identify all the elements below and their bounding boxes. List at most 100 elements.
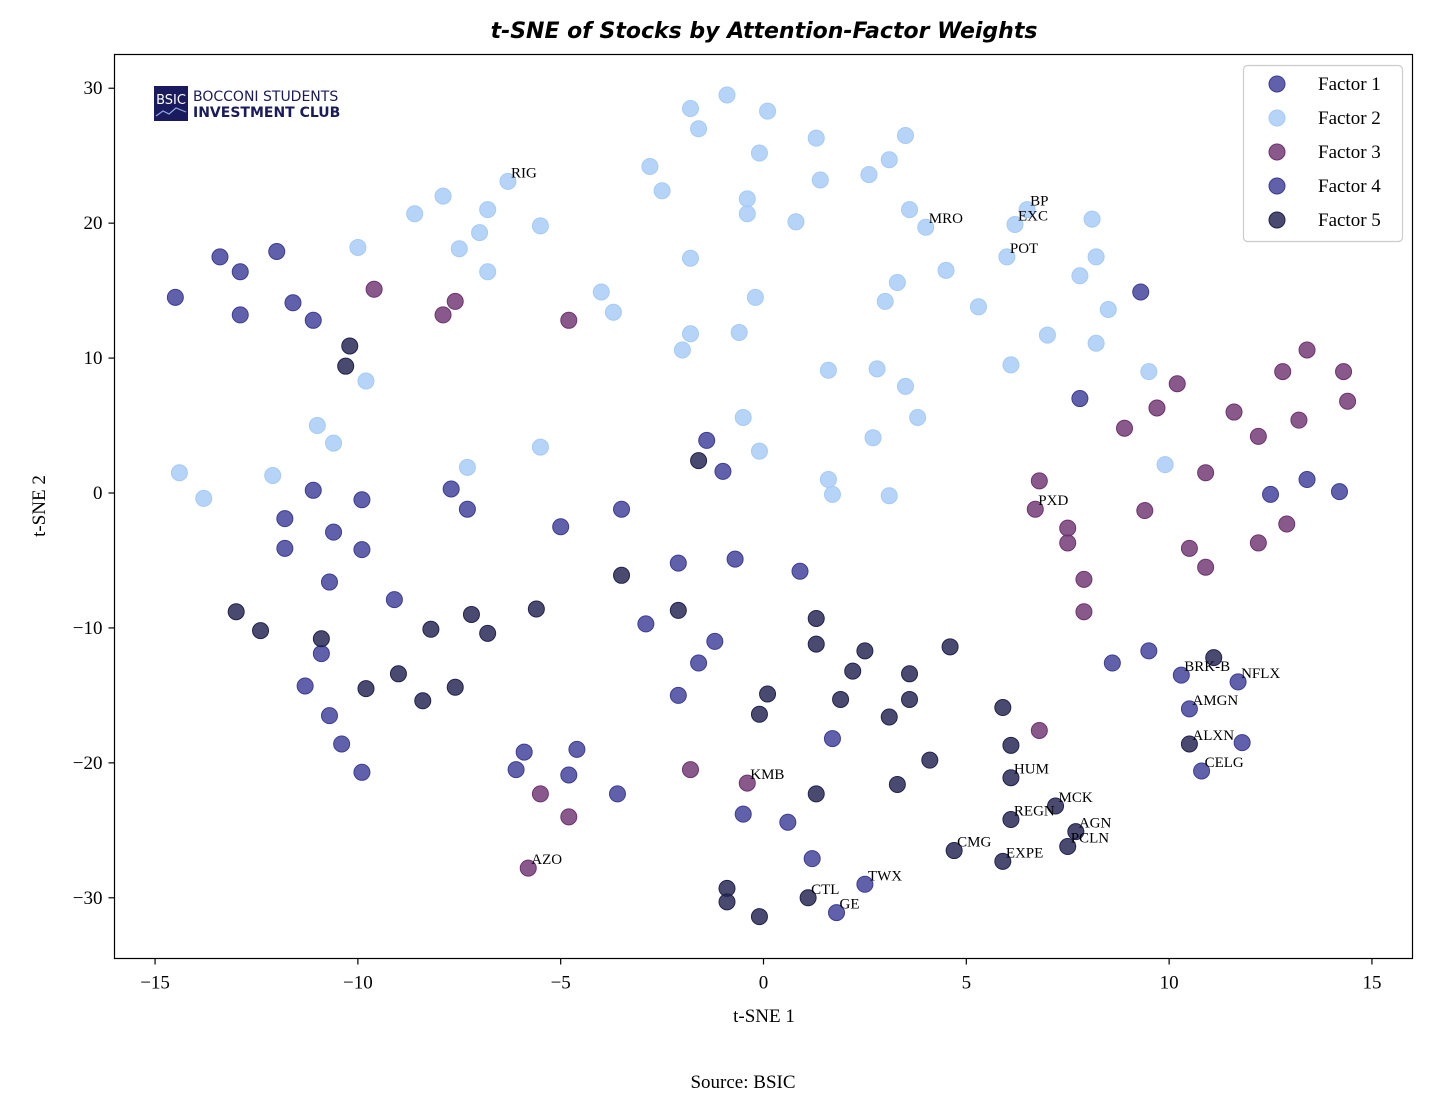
factor-3-point [434, 306, 452, 324]
factor-5-point [1059, 838, 1077, 856]
point-label: PCLN [1071, 831, 1110, 847]
factor-5-point [341, 337, 359, 355]
y-tick-label: 30 [84, 78, 103, 99]
point-label: AMGN [1192, 693, 1238, 709]
point-label: REGN [1014, 804, 1055, 820]
factor-2-point [864, 429, 882, 447]
factor-5-point [669, 601, 687, 619]
factor-2-point [1156, 456, 1174, 474]
factor-3-point [1197, 558, 1215, 576]
factor-2-point [730, 323, 748, 341]
factor-5-point [994, 852, 1012, 870]
factor-4-point [1132, 283, 1150, 301]
factor-4-point [320, 573, 338, 591]
factor-5-point [844, 662, 862, 680]
legend-marker-factor-5 [1268, 211, 1286, 229]
factor-4-point [1229, 673, 1247, 691]
point-label: TWX [868, 868, 902, 884]
factor-5-point [994, 699, 1012, 717]
factor-5-point [941, 638, 959, 656]
factor-2-point [479, 263, 497, 281]
factor-3-point [1075, 570, 1093, 588]
factor-4-point [823, 730, 841, 748]
factor-2-point [896, 377, 914, 395]
point-label: MRO [929, 211, 963, 227]
factor-4-point [515, 743, 533, 761]
point-label: EXPE [1006, 845, 1044, 861]
factor-2-point [604, 303, 622, 321]
bsic-logo: BSIC BOCCONI STUDENTS INVESTMENT CLUB [154, 86, 340, 121]
factor-4-point [231, 263, 249, 281]
factor-4-point [507, 761, 525, 779]
factor-4-point [726, 550, 744, 568]
factor-5-point [807, 609, 825, 627]
factor-2-point [499, 172, 517, 190]
factor-2-point [1002, 356, 1020, 374]
factor-2-point [750, 144, 768, 162]
factor-3-point [1274, 363, 1292, 381]
factor-4-point [560, 766, 578, 784]
factor-5-point [799, 889, 817, 907]
factor-3-point [1148, 399, 1166, 417]
factor-2-point [690, 120, 708, 138]
factor-2-point [471, 224, 489, 242]
factor-5-point [1002, 736, 1020, 754]
logo-line2: INVESTMENT CLUB [193, 105, 340, 121]
factor-3-point [1116, 419, 1134, 437]
factor-4-point [803, 850, 821, 868]
factor-4-point [1140, 642, 1158, 660]
factor-3-point [1026, 500, 1044, 518]
factor-4-point [353, 541, 371, 559]
factor-3-point [1168, 375, 1186, 393]
factor-5-point [750, 705, 768, 723]
y-tick-label: 10 [84, 348, 103, 369]
factor-4-point [1330, 483, 1348, 501]
factor-4-point [714, 462, 732, 480]
factor-2-point [450, 240, 468, 258]
x-tick-label: 15 [1362, 973, 1381, 994]
factor-5-point [446, 678, 464, 696]
point-label: BRK-B [1184, 659, 1230, 675]
legend-label-factor-2: Factor 2 [1318, 108, 1381, 129]
factor-5-point [1067, 823, 1085, 841]
factor-2-point [264, 466, 282, 484]
factor-2-point [592, 283, 610, 301]
legend-label-factor-1: Factor 1 [1318, 74, 1381, 95]
factor-3-point [1075, 603, 1093, 621]
y-tick-label: −10 [73, 618, 103, 639]
factor-2-point [917, 218, 935, 236]
factor-4-point [320, 707, 338, 725]
factor-4-point [333, 735, 351, 753]
factor-3-point [1249, 427, 1267, 445]
factor-4-point [385, 591, 403, 609]
factor-2-point [807, 129, 825, 147]
logo-mark-text: BSIC [156, 93, 186, 108]
factor-4-point [353, 763, 371, 781]
legend-marker-factor-2 [1268, 109, 1286, 127]
factor-4-point [669, 686, 687, 704]
factor-2-point [734, 408, 752, 426]
point-label: CMG [957, 835, 991, 851]
point-label: GE [840, 897, 860, 913]
factor-2-point [434, 187, 452, 205]
point-label: EXC [1018, 209, 1048, 225]
factor-5-point [807, 785, 825, 803]
factor-2-point [860, 166, 878, 184]
factor-3-point [1030, 472, 1048, 490]
factor-5-point [807, 635, 825, 653]
factor-3-point [365, 280, 383, 298]
factor-2-point [681, 99, 699, 117]
factor-2-point [1140, 363, 1158, 381]
factor-4-point [779, 813, 797, 831]
factor-5-point [414, 692, 432, 710]
factor-5-point [357, 680, 375, 698]
data-points [166, 86, 1357, 926]
factor-4-point [296, 677, 314, 695]
factor-2-point [880, 487, 898, 505]
point-label: AZO [531, 852, 562, 868]
factor-2-point [909, 408, 927, 426]
factor-2-point [787, 213, 805, 231]
factor-5-point [479, 624, 497, 642]
factor-5-point [901, 690, 919, 708]
source-note: Source: BSIC [690, 1072, 795, 1093]
